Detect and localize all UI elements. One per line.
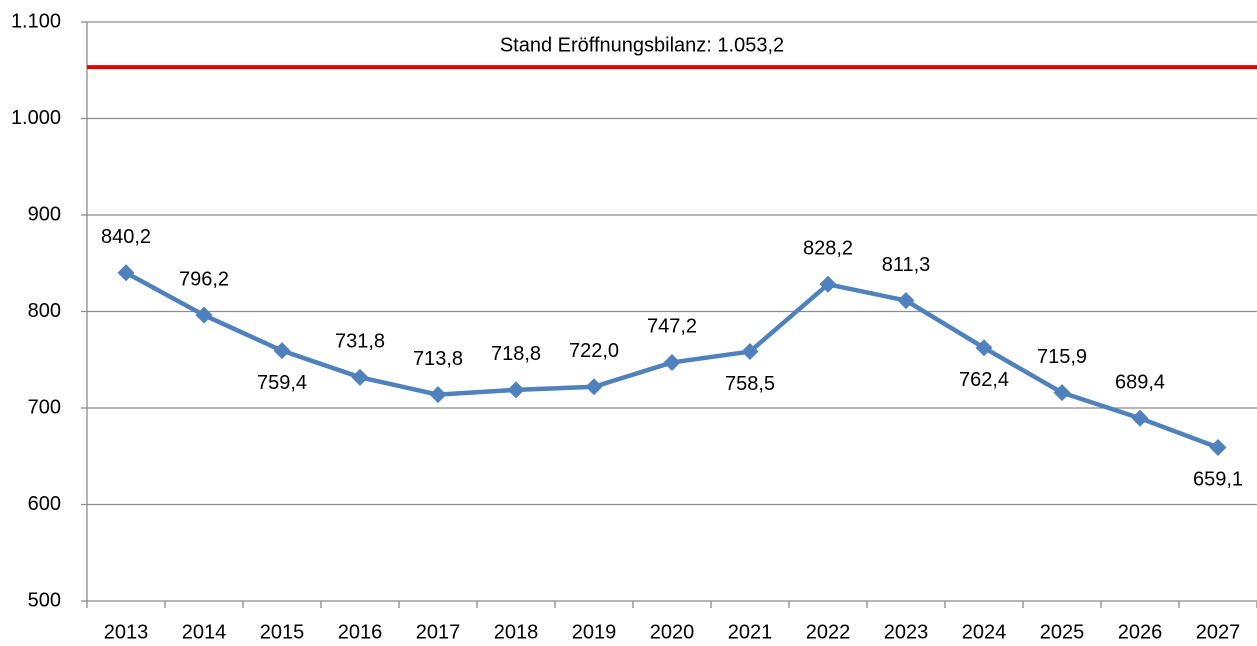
marker (663, 353, 681, 371)
marker (1131, 409, 1149, 427)
x-tick-label: 2013 (104, 621, 149, 643)
data-label: 715,9 (1037, 346, 1087, 368)
data-label: 811,3 (882, 254, 931, 276)
data-label: 689,4 (1115, 372, 1165, 394)
x-tick-label: 2014 (182, 621, 227, 643)
x-tick-label: 2015 (260, 621, 305, 643)
marker (351, 368, 369, 386)
marker (429, 386, 447, 404)
x-tick-label: 2019 (572, 621, 617, 643)
data-label: 759,4 (257, 372, 307, 394)
data-label: 796,2 (179, 268, 229, 290)
x-tick-label: 2018 (494, 621, 539, 643)
x-tick-label: 2017 (416, 621, 461, 643)
x-tick-label: 2026 (1118, 621, 1163, 643)
y-tick-label: 700 (28, 396, 61, 418)
x-tick-label: 2027 (1196, 621, 1241, 643)
data-label: 731,8 (335, 331, 385, 353)
marker (585, 378, 603, 396)
y-tick-label: 1.000 (11, 107, 61, 129)
data-label: 747,2 (647, 316, 697, 338)
marker (117, 264, 135, 282)
data-label: 828,2 (803, 238, 853, 260)
data-label: 718,8 (491, 343, 541, 365)
marker (1053, 384, 1071, 402)
x-tick-label: 2023 (884, 621, 929, 643)
marker (507, 381, 525, 399)
marker (1209, 438, 1227, 456)
data-label: 659,1 (1193, 469, 1243, 491)
y-tick-label: 1.100 (11, 10, 61, 32)
data-label: 758,5 (725, 373, 775, 395)
marker (741, 343, 759, 361)
x-tick-label: 2022 (806, 621, 851, 643)
data-label: 713,8 (413, 348, 463, 370)
x-tick-label: 2016 (338, 621, 383, 643)
x-tick-label: 2025 (1040, 621, 1085, 643)
x-tick-label: 2021 (728, 621, 773, 643)
data-label: 840,2 (101, 226, 151, 248)
y-tick-label: 900 (28, 203, 61, 225)
x-tick-label: 2024 (962, 621, 1007, 643)
marker (975, 339, 993, 357)
data-label: 762,4 (959, 369, 1009, 391)
x-tick-label: 2020 (650, 621, 695, 643)
marker (195, 306, 213, 324)
data-label: 722,0 (569, 340, 619, 362)
marker (273, 342, 291, 360)
marker (819, 275, 837, 293)
y-tick-label: 600 (28, 493, 61, 515)
y-tick-label: 800 (28, 300, 61, 322)
marker (897, 292, 915, 310)
reference-label: Stand Eröffnungsbilanz: 1.053,2 (500, 34, 784, 56)
y-tick-label: 500 (28, 589, 61, 611)
